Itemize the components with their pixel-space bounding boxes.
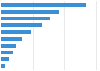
- Bar: [1, 23, 42, 27]
- Bar: [1, 64, 5, 68]
- Bar: [1, 58, 9, 61]
- Bar: [1, 37, 22, 41]
- Bar: [1, 3, 86, 7]
- Bar: [1, 30, 31, 34]
- Bar: [1, 17, 50, 20]
- Bar: [1, 51, 13, 54]
- Bar: [1, 10, 60, 13]
- Bar: [1, 44, 16, 48]
